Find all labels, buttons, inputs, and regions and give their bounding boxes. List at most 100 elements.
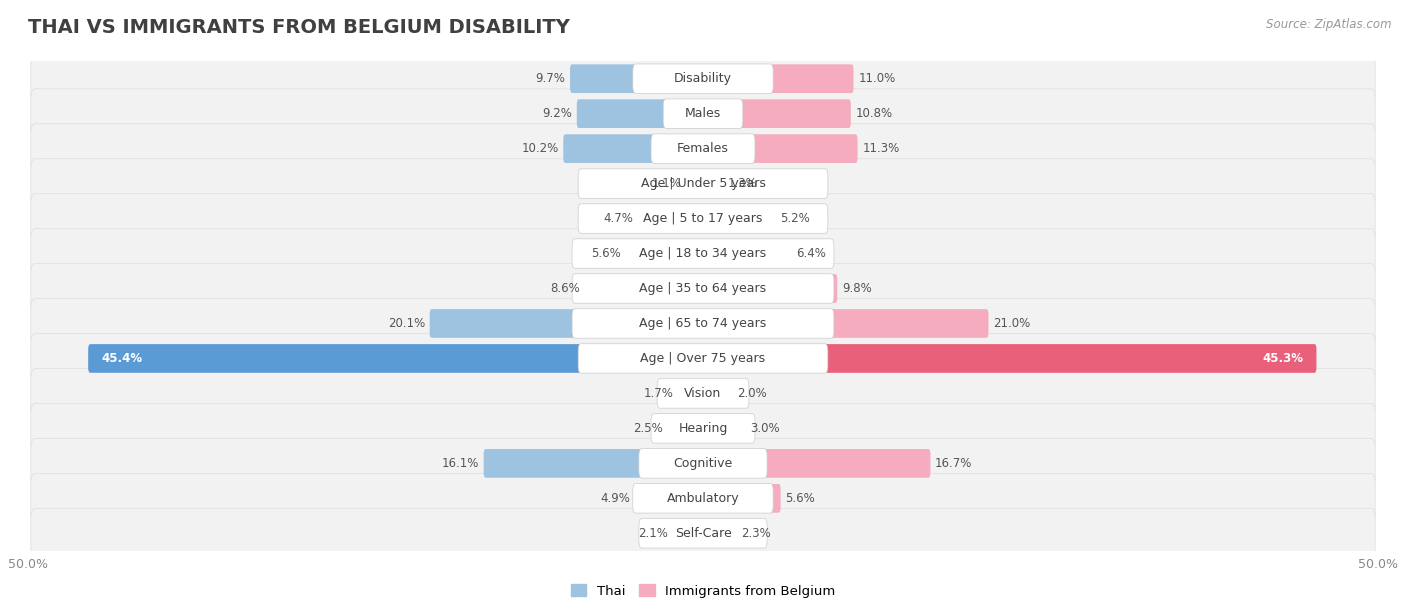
Text: 20.1%: 20.1%: [388, 317, 425, 330]
FancyBboxPatch shape: [702, 134, 858, 163]
FancyBboxPatch shape: [702, 99, 851, 128]
FancyBboxPatch shape: [89, 344, 704, 373]
Text: 2.5%: 2.5%: [633, 422, 662, 435]
FancyBboxPatch shape: [31, 54, 1375, 103]
FancyBboxPatch shape: [576, 99, 704, 128]
Text: Age | Under 5 years: Age | Under 5 years: [641, 177, 765, 190]
FancyBboxPatch shape: [702, 344, 1316, 373]
Text: Age | 35 to 64 years: Age | 35 to 64 years: [640, 282, 766, 295]
FancyBboxPatch shape: [686, 170, 704, 198]
Text: 5.2%: 5.2%: [780, 212, 810, 225]
FancyBboxPatch shape: [637, 204, 704, 233]
Text: 8.6%: 8.6%: [550, 282, 581, 295]
FancyBboxPatch shape: [664, 99, 742, 129]
FancyBboxPatch shape: [572, 309, 834, 338]
Text: 2.3%: 2.3%: [741, 527, 770, 540]
FancyBboxPatch shape: [31, 194, 1375, 244]
Text: 10.8%: 10.8%: [855, 107, 893, 120]
Text: Cognitive: Cognitive: [673, 457, 733, 470]
FancyBboxPatch shape: [626, 239, 704, 268]
FancyBboxPatch shape: [484, 449, 704, 478]
Text: 4.9%: 4.9%: [600, 492, 630, 505]
FancyBboxPatch shape: [31, 509, 1375, 558]
FancyBboxPatch shape: [638, 449, 768, 478]
Text: 45.3%: 45.3%: [1263, 352, 1303, 365]
FancyBboxPatch shape: [651, 414, 755, 443]
FancyBboxPatch shape: [578, 344, 828, 373]
Text: 9.8%: 9.8%: [842, 282, 872, 295]
FancyBboxPatch shape: [578, 169, 828, 198]
FancyBboxPatch shape: [31, 474, 1375, 523]
FancyBboxPatch shape: [651, 134, 755, 163]
Text: Age | 18 to 34 years: Age | 18 to 34 years: [640, 247, 766, 260]
Text: 45.4%: 45.4%: [101, 352, 142, 365]
FancyBboxPatch shape: [672, 519, 704, 548]
FancyBboxPatch shape: [633, 483, 773, 513]
Text: Males: Males: [685, 107, 721, 120]
FancyBboxPatch shape: [702, 204, 775, 233]
FancyBboxPatch shape: [702, 239, 792, 268]
FancyBboxPatch shape: [657, 379, 749, 408]
Text: 11.3%: 11.3%: [862, 142, 900, 155]
FancyBboxPatch shape: [668, 414, 704, 442]
FancyBboxPatch shape: [31, 124, 1375, 173]
FancyBboxPatch shape: [702, 484, 780, 513]
FancyBboxPatch shape: [569, 64, 704, 93]
FancyBboxPatch shape: [31, 264, 1375, 313]
FancyBboxPatch shape: [633, 64, 773, 94]
Text: Hearing: Hearing: [678, 422, 728, 435]
FancyBboxPatch shape: [572, 239, 834, 268]
Legend: Thai, Immigrants from Belgium: Thai, Immigrants from Belgium: [565, 579, 841, 603]
Text: Disability: Disability: [673, 72, 733, 85]
Text: Ambulatory: Ambulatory: [666, 492, 740, 505]
Text: Females: Females: [678, 142, 728, 155]
FancyBboxPatch shape: [638, 518, 768, 548]
Text: 1.1%: 1.1%: [651, 177, 682, 190]
Text: 5.6%: 5.6%: [786, 492, 815, 505]
Text: 6.4%: 6.4%: [796, 247, 825, 260]
Text: 2.1%: 2.1%: [638, 527, 668, 540]
FancyBboxPatch shape: [31, 439, 1375, 488]
FancyBboxPatch shape: [702, 170, 723, 198]
FancyBboxPatch shape: [31, 229, 1375, 278]
FancyBboxPatch shape: [702, 519, 737, 548]
FancyBboxPatch shape: [31, 334, 1375, 383]
Text: THAI VS IMMIGRANTS FROM BELGIUM DISABILITY: THAI VS IMMIGRANTS FROM BELGIUM DISABILI…: [28, 18, 569, 37]
Text: 9.2%: 9.2%: [543, 107, 572, 120]
Text: Age | 5 to 17 years: Age | 5 to 17 years: [644, 212, 762, 225]
FancyBboxPatch shape: [702, 64, 853, 93]
Text: 9.7%: 9.7%: [536, 72, 565, 85]
FancyBboxPatch shape: [585, 274, 704, 303]
FancyBboxPatch shape: [636, 484, 704, 513]
FancyBboxPatch shape: [702, 309, 988, 338]
Text: 16.1%: 16.1%: [441, 457, 479, 470]
FancyBboxPatch shape: [702, 449, 931, 478]
Text: 3.0%: 3.0%: [751, 422, 780, 435]
FancyBboxPatch shape: [564, 134, 704, 163]
Text: 2.0%: 2.0%: [737, 387, 766, 400]
FancyBboxPatch shape: [572, 274, 834, 303]
Text: 4.7%: 4.7%: [603, 212, 633, 225]
Text: 1.7%: 1.7%: [644, 387, 673, 400]
Text: Self-Care: Self-Care: [675, 527, 731, 540]
FancyBboxPatch shape: [31, 299, 1375, 348]
Text: 5.6%: 5.6%: [591, 247, 620, 260]
Text: Age | 65 to 74 years: Age | 65 to 74 years: [640, 317, 766, 330]
Text: 10.2%: 10.2%: [522, 142, 558, 155]
FancyBboxPatch shape: [702, 379, 733, 408]
FancyBboxPatch shape: [702, 414, 745, 442]
FancyBboxPatch shape: [702, 274, 838, 303]
FancyBboxPatch shape: [678, 379, 704, 408]
Text: Age | Over 75 years: Age | Over 75 years: [641, 352, 765, 365]
FancyBboxPatch shape: [31, 403, 1375, 453]
Text: 11.0%: 11.0%: [858, 72, 896, 85]
Text: 16.7%: 16.7%: [935, 457, 973, 470]
FancyBboxPatch shape: [31, 89, 1375, 138]
FancyBboxPatch shape: [31, 368, 1375, 418]
Text: 1.3%: 1.3%: [727, 177, 756, 190]
Text: Vision: Vision: [685, 387, 721, 400]
FancyBboxPatch shape: [430, 309, 704, 338]
Text: 21.0%: 21.0%: [993, 317, 1031, 330]
Text: Source: ZipAtlas.com: Source: ZipAtlas.com: [1267, 18, 1392, 31]
FancyBboxPatch shape: [31, 159, 1375, 209]
